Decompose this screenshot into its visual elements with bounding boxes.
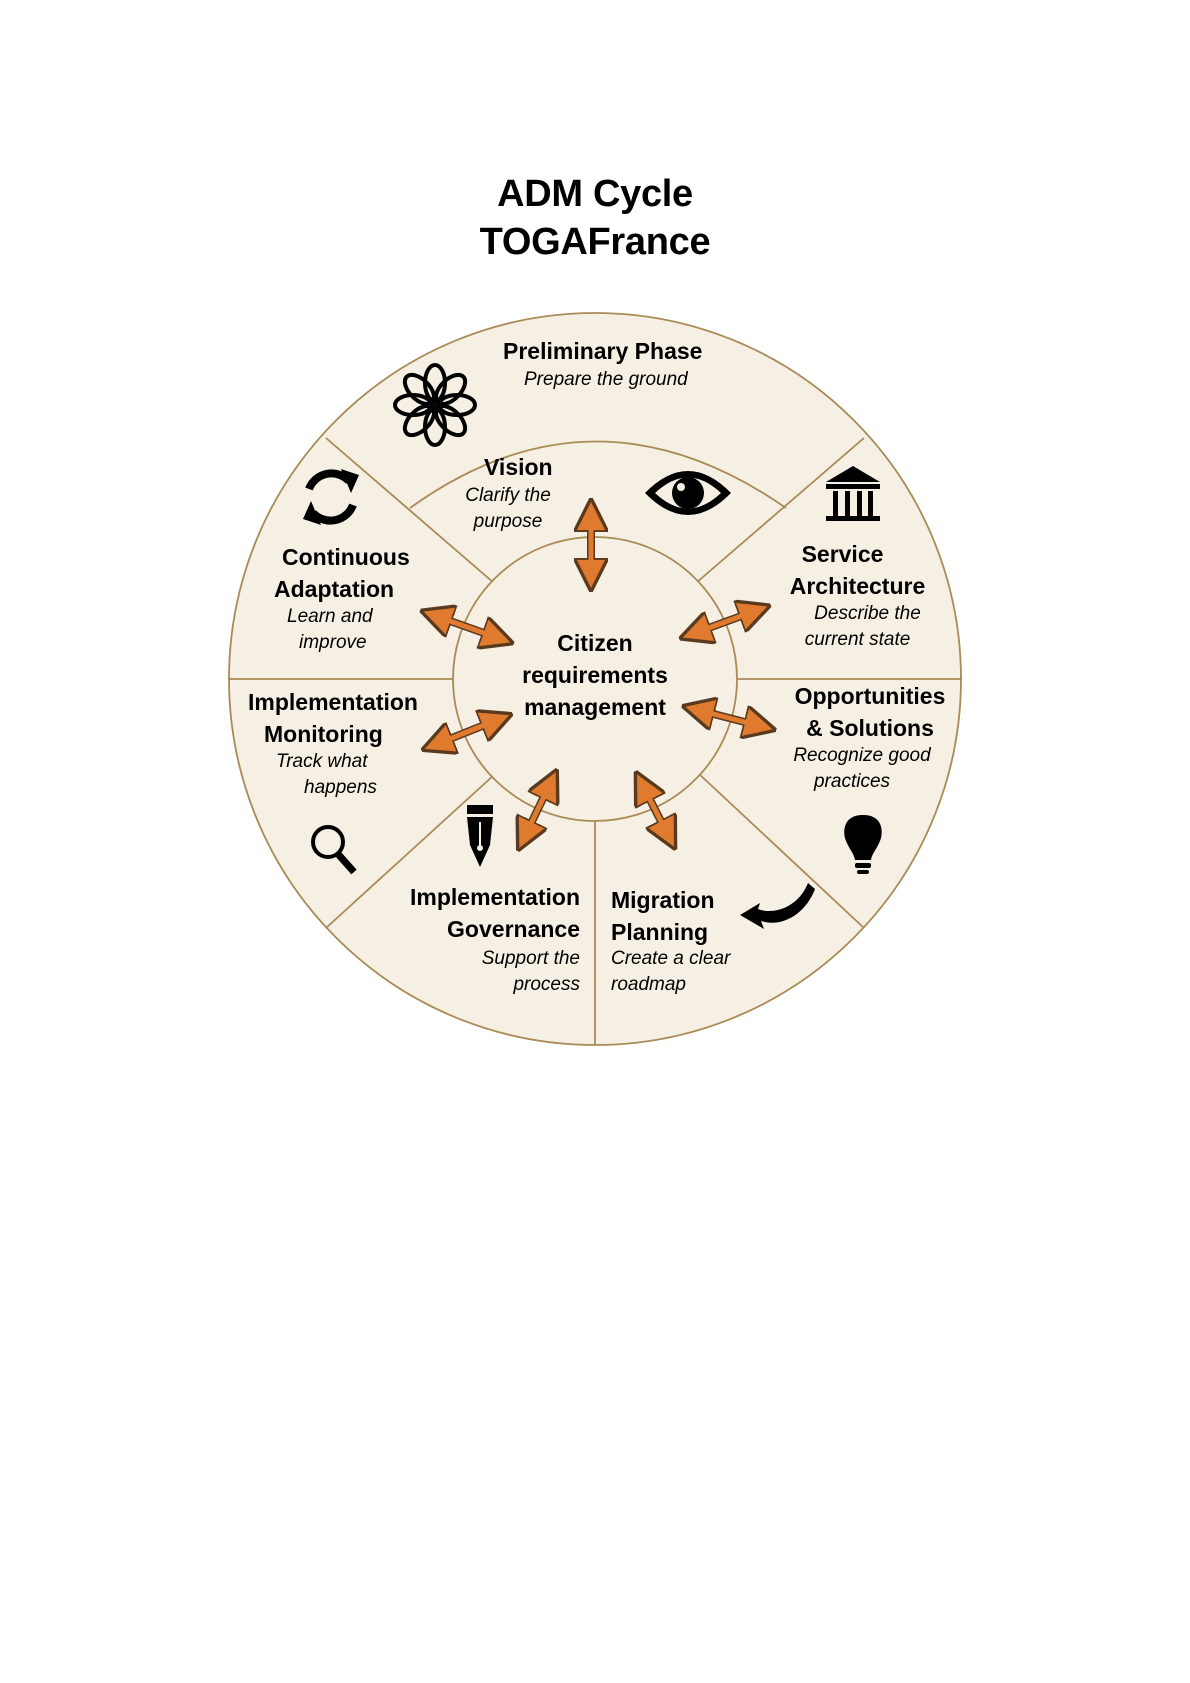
governance-subtitle-line-1: Support the [481,948,580,969]
service-subtitle: Describe the current state [785,601,930,653]
migration-subtitle-line-1: Create a clear [611,948,731,969]
interaction-arrows [436,515,760,836]
adaptation-title-line-2: Adaptation [274,576,395,602]
center-label: Citizen requirements management [495,627,695,723]
preliminary-subtitle: Prepare the ground [524,369,688,390]
monitoring-title-line-1: Implementation [248,689,418,715]
preliminary-title: Preliminary Phase [503,338,703,364]
arrow-service [695,611,755,633]
service-title-line-2: Architecture [789,573,926,599]
governance-title-line-1: Implementation [410,884,580,910]
service-title: Service Architecture [775,538,940,602]
adaptation-title-line-1: Continuous [282,544,410,570]
columns-building-icon [826,466,880,521]
arrow-opportunities [698,710,760,726]
opportunities-subtitle-line-2: practices [813,771,891,792]
migration-subtitle-line-2: roadmap [611,974,686,995]
opportunities-subtitle-line-1: Recognize good [793,745,931,766]
governance-title-line-2: Governance [447,916,580,942]
arrow-adaptation [436,616,498,638]
migration-title-line-1: Migration [611,887,715,913]
monitoring-subtitle-line-1: Track what [276,751,368,772]
title-line-2: TOGAFrance [479,221,711,263]
lightbulb-icon [844,815,882,874]
center-line-2: requirements [522,662,668,688]
adaptation-subtitle-line-2: improve [299,632,367,653]
adaptation-subtitle-line-1: Learn and [287,606,373,627]
service-title-line-1: Service [801,541,884,567]
migration-subtitle: Create a clear roadmap [611,946,730,998]
monitoring-title: Implementation Monitoring [248,686,418,750]
monitoring-subtitle: Track what happens [276,749,377,801]
governance-subtitle-line-2: process [513,974,580,995]
service-subtitle-line-1: Describe the [814,603,921,624]
diagram-title: ADM Cycle TOGAFrance [0,170,1190,266]
magnifier-icon [311,825,357,875]
adaptation-subtitle: Learn and improve [287,604,373,656]
eye-icon [645,471,731,515]
governance-subtitle: Support the process [420,946,580,998]
vision-subtitle-line-2: purpose [473,511,543,532]
opportunities-title-line-1: Opportunities [794,683,946,709]
refresh-cycle-icon [303,469,359,525]
arrow-governance [525,784,550,836]
arrow-monitoring [437,720,497,744]
vision-subtitle: Clarify the purpose [448,483,568,535]
center-line-1: Citizen [557,630,633,656]
sector-dividers [228,437,962,1045]
monitoring-subtitle-line-2: happens [304,777,377,798]
vision-subtitle-line-1: Clarify the [465,485,551,506]
opportunities-subtitle: Recognize good practices [777,743,947,795]
migration-title-line-2: Planning [611,919,709,945]
service-subtitle-line-2: current state [804,629,911,650]
governance-title: Implementation Governance [380,881,580,945]
opportunities-title-line-2: & Solutions [806,715,934,741]
fountain-pen-icon [467,805,493,867]
vision-title: Vision [484,454,553,480]
flower-icon [393,363,477,447]
monitoring-title-line-2: Monitoring [264,721,383,747]
adaptation-title: Continuous Adaptation [274,541,410,605]
curved-arrow-icon [740,883,815,929]
arrow-migration [643,786,668,835]
migration-title: Migration Planning [611,884,715,948]
title-line-1: ADM Cycle [497,173,693,215]
opportunities-title: Opportunities & Solutions [780,680,960,744]
center-line-3: management [524,694,666,720]
